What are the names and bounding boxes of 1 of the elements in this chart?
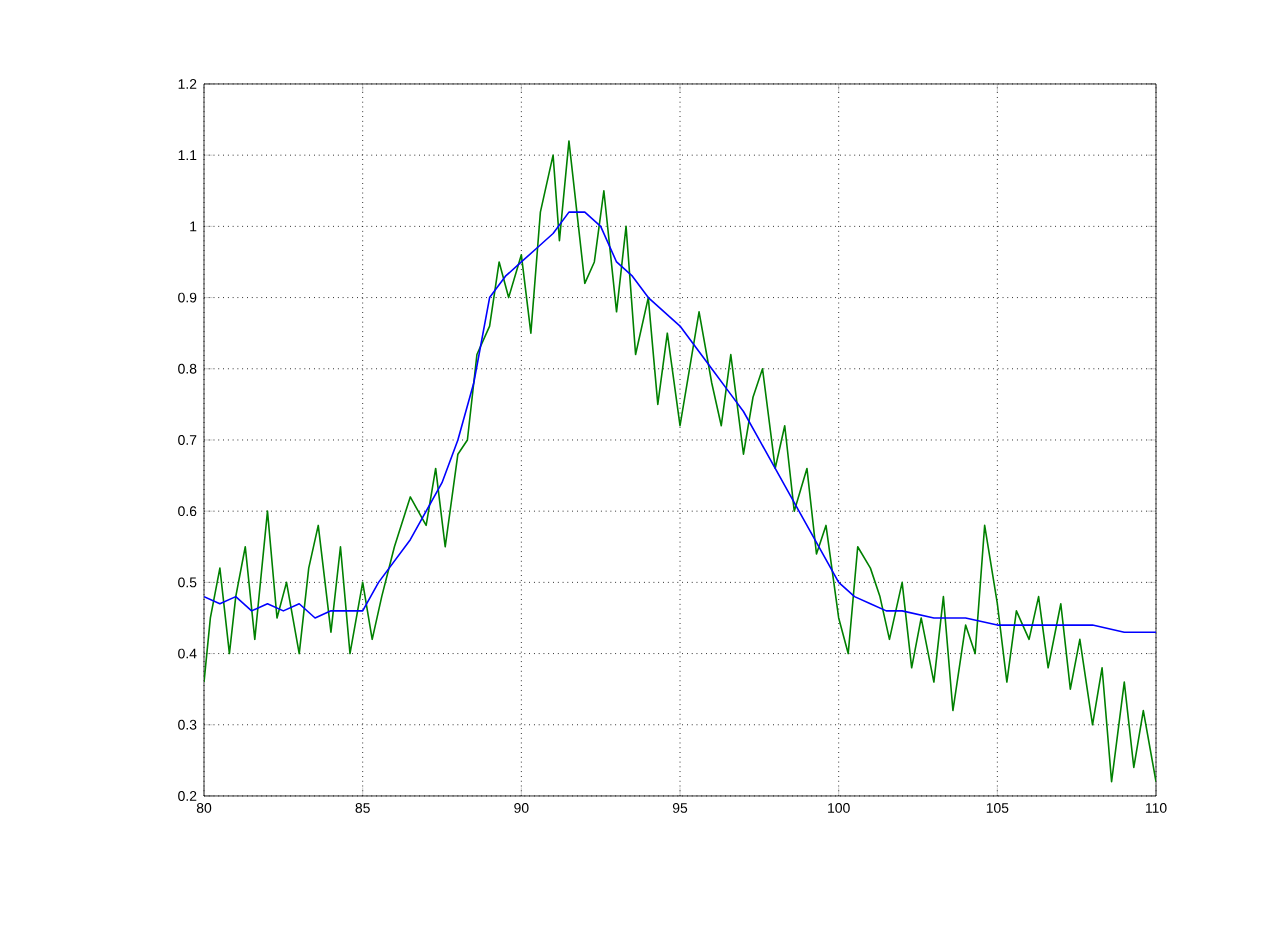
line-series bbox=[204, 140, 1157, 783]
